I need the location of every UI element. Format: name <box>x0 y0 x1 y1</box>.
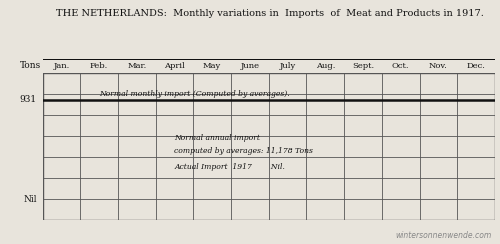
Text: 931: 931 <box>20 95 37 104</box>
Text: April: April <box>164 62 185 70</box>
Text: Actual Import  1917        Nil.: Actual Import 1917 Nil. <box>174 163 286 171</box>
Text: July: July <box>280 62 295 70</box>
Text: Mar.: Mar. <box>127 62 146 70</box>
Text: Normal monthly import (Computed by averages).: Normal monthly import (Computed by avera… <box>99 90 290 98</box>
Text: Dec.: Dec. <box>466 62 485 70</box>
Text: June: June <box>240 62 260 70</box>
Text: Oct.: Oct. <box>392 62 409 70</box>
Text: computed by averages: 11,178 Tons: computed by averages: 11,178 Tons <box>174 147 314 155</box>
Text: May: May <box>203 62 222 70</box>
Text: Feb.: Feb. <box>90 62 108 70</box>
Text: Tons: Tons <box>20 61 41 70</box>
Text: Aug.: Aug. <box>316 62 335 70</box>
Text: Nil: Nil <box>24 195 37 203</box>
Text: Normal annual import: Normal annual import <box>174 134 260 142</box>
Text: Nov.: Nov. <box>429 62 448 70</box>
Text: Jan.: Jan. <box>53 62 70 70</box>
Text: Sept.: Sept. <box>352 62 374 70</box>
Text: wintersonnenwende.com: wintersonnenwende.com <box>395 231 491 240</box>
Text: THE NETHERLANDS:  Monthly variations in  Imports  of  Meat and Products in 1917.: THE NETHERLANDS: Monthly variations in I… <box>56 9 484 18</box>
